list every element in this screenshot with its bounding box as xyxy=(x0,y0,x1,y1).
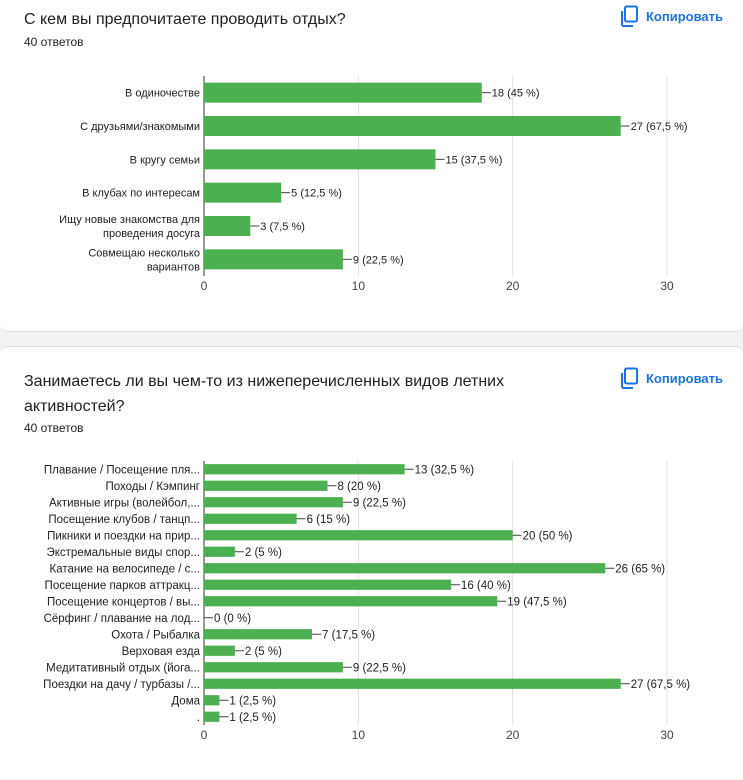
data-label: 5 (12,5 %) xyxy=(291,188,342,200)
response-count: 40 ответов xyxy=(24,421,84,435)
data-label: 1 (2,5 %) xyxy=(229,695,276,707)
bar xyxy=(204,711,220,722)
data-label: 3 (7,5 %) xyxy=(260,221,305,233)
data-label: 20 (50 %) xyxy=(523,530,573,542)
bar xyxy=(204,530,513,541)
category-label: Поездки на дачу / турбазы /... xyxy=(43,679,200,691)
copy-button-label: Копировать xyxy=(645,8,723,24)
category-label: Дома xyxy=(171,695,200,707)
data-label: 2 (5 %) xyxy=(245,646,282,658)
category-label: В клубах по интересам xyxy=(82,188,200,200)
bar xyxy=(204,596,498,607)
bar xyxy=(204,546,235,557)
copy-button[interactable]: Копировать xyxy=(620,366,723,390)
category-label: Посещение парков аттракц... xyxy=(45,580,200,592)
question-card-1: С кем вы предпочитаете проводить отдых? … xyxy=(0,0,743,332)
data-label: 9 (22,5 %) xyxy=(353,662,406,674)
bar xyxy=(204,182,282,203)
bar xyxy=(204,480,328,491)
bar xyxy=(204,563,606,574)
chart-2: 0 10 20 30 13 (32,5 %) Плавание / Посещение п… xyxy=(43,461,691,742)
category-label: С друзьями/знакомыми xyxy=(80,121,200,133)
x-tick-label: 30 xyxy=(660,728,674,742)
bar xyxy=(204,249,343,270)
category-label: Походы / Кэмпинг xyxy=(105,481,200,493)
category-label: . xyxy=(197,712,200,724)
response-count: 40 ответов xyxy=(24,35,84,49)
bar xyxy=(204,695,220,706)
data-label: 13 (32,5 %) xyxy=(415,464,475,476)
question-title: Занимаетесь ли вы чем-то из нижеперечисл… xyxy=(24,373,505,415)
bar xyxy=(204,645,235,656)
x-tick-label: 20 xyxy=(506,279,520,293)
bar xyxy=(204,513,297,524)
category-label: Посещение концертов / вы... xyxy=(47,596,200,608)
bar xyxy=(204,82,482,103)
question-title: С кем вы предпочитаете проводить отдых? xyxy=(24,11,346,28)
data-label: 2 (5 %) xyxy=(245,547,282,559)
copy-button[interactable]: Копировать xyxy=(620,4,723,28)
bar xyxy=(204,464,405,475)
data-label: 16 (40 %) xyxy=(461,580,511,592)
data-label: 19 (47,5 %) xyxy=(507,596,567,608)
category-label: Совмещаю несколько вариантов xyxy=(88,247,200,273)
chart-1: 0 10 20 30 18 (45 %) В одиночестве 27 (67,5 %)… xyxy=(59,76,688,293)
data-label: 6 (15 %) xyxy=(307,514,351,526)
data-label: 27 (67,5 %) xyxy=(631,121,688,133)
x-tick-label: 10 xyxy=(352,279,366,293)
data-label: 1 (2,5 %) xyxy=(229,712,276,724)
data-label: 9 (22,5 %) xyxy=(353,497,406,509)
data-label: 8 (20 %) xyxy=(337,481,381,493)
x-tick-label: 0 xyxy=(201,728,208,742)
data-label: 7 (17,5 %) xyxy=(322,629,375,641)
category-label: Охота / Рыбалка xyxy=(111,629,200,641)
data-label: 0 (0 %) xyxy=(214,613,251,625)
category-label: Активные игры (волейбол,... xyxy=(49,497,200,509)
bar xyxy=(204,116,621,136)
bar xyxy=(204,629,313,640)
copy-button-label: Копировать xyxy=(645,370,723,386)
question-card-2: Занимаетесь ли вы чем-то из нижеперечисл… xyxy=(0,346,743,779)
bar xyxy=(204,497,343,508)
category-label: Ищу новые знакомства для проведения досуг… xyxy=(59,214,201,240)
bar xyxy=(204,662,343,673)
data-label: 9 (22,5 %) xyxy=(353,254,404,266)
bar xyxy=(204,149,436,170)
category-label: Плавание / Посещение пля... xyxy=(44,464,200,476)
data-label: 18 (45 %) xyxy=(492,88,540,100)
x-tick-label: 20 xyxy=(506,728,520,742)
category-label: Пикники и поездки на прир... xyxy=(47,530,200,542)
bar xyxy=(204,579,451,590)
bar xyxy=(204,216,251,236)
category-label: Катание на велосипеде / с... xyxy=(50,563,200,575)
category-label: В одиночестве xyxy=(125,88,200,100)
x-tick-label: 30 xyxy=(660,279,674,293)
category-label: Сёрфинг / плавание на лод... xyxy=(44,613,200,625)
category-label: Посещение клубов / танцп... xyxy=(48,514,200,526)
data-label: 26 (65 %) xyxy=(615,563,665,575)
data-label: 27 (67,5 %) xyxy=(631,679,691,691)
copy-icon xyxy=(620,5,638,27)
category-label: Медитативный отдых (йога... xyxy=(46,662,200,674)
bar xyxy=(204,678,621,689)
category-label: Экстремальные виды спор... xyxy=(46,547,200,559)
category-label: В кругу семьи xyxy=(130,154,200,166)
category-label: Верховая езда xyxy=(122,646,201,658)
x-tick-label: 0 xyxy=(201,279,208,293)
data-label: 15 (37,5 %) xyxy=(446,154,503,166)
copy-icon xyxy=(620,367,638,389)
x-tick-label: 10 xyxy=(352,728,366,742)
